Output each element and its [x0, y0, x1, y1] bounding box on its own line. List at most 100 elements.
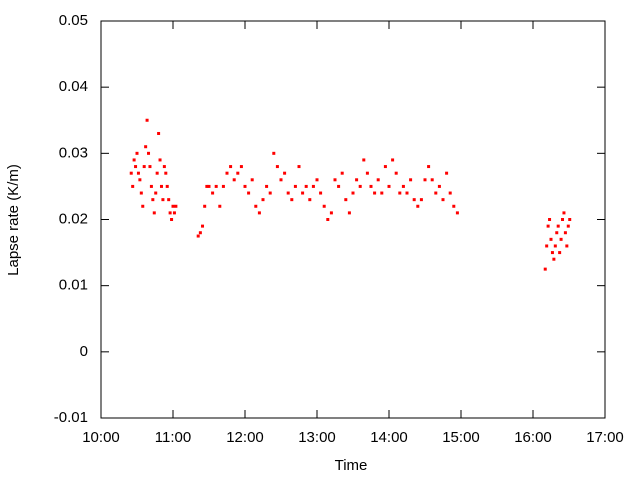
data-point: [315, 178, 319, 182]
data-point: [147, 151, 151, 155]
data-point: [455, 211, 459, 215]
data-point: [196, 234, 200, 238]
data-point: [247, 191, 251, 195]
data-point: [172, 211, 176, 215]
x-tick-label: 15:00: [442, 429, 480, 446]
data-point: [229, 165, 233, 169]
data-point: [151, 198, 155, 202]
data-point: [207, 184, 211, 188]
data-point: [391, 158, 395, 162]
data-point: [135, 151, 139, 155]
data-point: [427, 165, 431, 169]
data-point: [380, 191, 384, 195]
x-tick-label: 13:00: [298, 429, 336, 446]
data-point: [218, 204, 222, 208]
y-tick-label: 0.01: [59, 277, 88, 294]
y-tick-label: 0.05: [59, 12, 88, 29]
data-point: [286, 191, 290, 195]
data-point: [333, 178, 337, 182]
y-tick-label: 0: [80, 343, 88, 360]
data-point: [141, 204, 145, 208]
data-point: [164, 171, 168, 175]
data-point: [562, 211, 566, 215]
data-point: [132, 158, 136, 162]
data-point: [154, 191, 158, 195]
data-point: [561, 218, 565, 221]
data-point: [452, 204, 456, 208]
data-point: [152, 211, 156, 215]
data-point: [236, 171, 240, 175]
data-point: [555, 231, 559, 235]
data-point: [155, 171, 159, 175]
data-point: [311, 184, 315, 188]
data-point: [419, 198, 423, 202]
data-point: [448, 191, 452, 195]
y-tick-label: -0.01: [54, 409, 88, 426]
data-point: [445, 171, 449, 175]
data-point: [144, 145, 148, 149]
data-point: [563, 231, 567, 235]
data-point: [319, 191, 323, 195]
data-point: [129, 171, 133, 175]
data-point: [261, 198, 265, 202]
x-tick-label: 16:00: [514, 429, 552, 446]
data-point: [168, 211, 172, 215]
data-point: [283, 171, 287, 175]
data-point: [171, 204, 175, 208]
data-point: [136, 171, 140, 175]
data-point: [358, 184, 362, 188]
data-point: [167, 198, 171, 202]
data-point: [232, 178, 236, 182]
data-point: [545, 244, 549, 248]
data-point: [552, 257, 556, 261]
x-tick-label: 12:00: [226, 429, 264, 446]
data-point: [134, 165, 138, 169]
data-point: [265, 184, 269, 188]
data-point: [437, 184, 441, 188]
data-point: [546, 224, 550, 228]
y-tick-label: 0.02: [59, 210, 88, 227]
data-point: [553, 244, 557, 248]
data-point: [409, 178, 413, 182]
data-point: [383, 165, 387, 169]
data-point: [549, 237, 553, 241]
data-point: [221, 184, 225, 188]
data-point: [387, 184, 391, 188]
data-point: [142, 165, 146, 169]
data-point: [394, 171, 398, 175]
data-point: [254, 204, 258, 208]
data-point: [301, 191, 305, 195]
data-point: [131, 184, 135, 188]
data-point: [365, 171, 369, 175]
data-point: [170, 218, 174, 221]
data-point: [148, 165, 152, 169]
data-point: [558, 251, 562, 255]
data-point: [412, 198, 416, 202]
x-tick-label: 17:00: [586, 429, 624, 446]
data-point: [322, 204, 326, 208]
data-point: [290, 198, 294, 202]
data-point: [203, 204, 207, 208]
data-point: [416, 204, 420, 208]
data-point: [162, 165, 166, 169]
data-point: [214, 184, 218, 188]
data-point: [441, 198, 445, 202]
data-point: [543, 267, 547, 271]
y-axis-label: Lapse rate (K/m): [5, 164, 22, 276]
data-point: [337, 184, 341, 188]
data-point: [198, 231, 202, 235]
data-point: [344, 198, 348, 202]
data-point: [308, 198, 312, 202]
data-point: [145, 118, 149, 122]
data-point: [211, 191, 215, 195]
data-point: [548, 218, 552, 221]
plot-frame: [100, 20, 606, 419]
x-tick-label: 14:00: [370, 429, 408, 446]
y-tick-label: 0.03: [59, 144, 88, 161]
data-point: [275, 165, 279, 169]
data-point: [293, 184, 297, 188]
data-point: [205, 184, 209, 188]
data-point: [565, 244, 569, 248]
data-point: [149, 184, 153, 188]
